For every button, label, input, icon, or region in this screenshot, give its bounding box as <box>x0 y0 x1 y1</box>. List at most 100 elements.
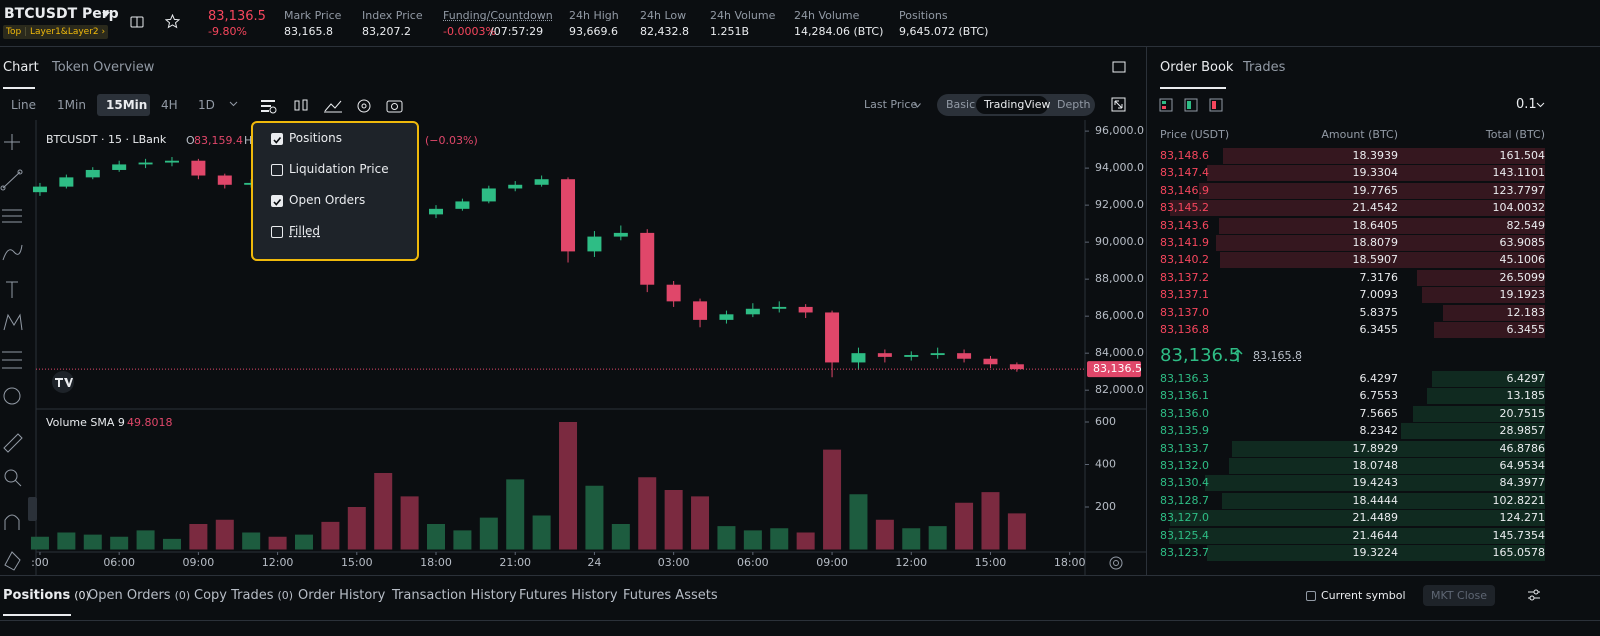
volume-tick-label: 600 <box>1095 415 1116 428</box>
price[interactable]: 83,137.2 <box>1160 270 1209 284</box>
view-basic[interactable]: Basic <box>946 98 976 111</box>
checkbox[interactable] <box>271 164 283 176</box>
trades-tab[interactable]: Trades <box>1243 60 1286 75</box>
collapse-toggle[interactable] <box>28 497 37 521</box>
drawing-tools[interactable] <box>0 130 26 575</box>
star-icon[interactable] <box>165 14 180 29</box>
volume-tick-label: 400 <box>1095 458 1116 471</box>
price[interactable]: 83,136.0 <box>1160 406 1209 420</box>
book-icon[interactable] <box>130 15 144 29</box>
token-overview-tab[interactable]: Token Overview <box>52 60 155 75</box>
price[interactable]: 83,128.7 <box>1160 493 1209 507</box>
price[interactable]: 83,143.6 <box>1160 218 1209 232</box>
checkbox[interactable] <box>271 133 283 145</box>
settings-icon[interactable] <box>1108 555 1124 571</box>
depth-bar <box>1231 440 1545 457</box>
view-tradingview[interactable]: TradingView <box>984 98 1051 111</box>
checkbox[interactable] <box>271 195 283 207</box>
price-type[interactable]: Last Price <box>864 98 918 111</box>
price[interactable]: 83,133.7 <box>1160 441 1209 455</box>
price[interactable]: 83,136.1 <box>1160 389 1209 403</box>
mkt-close-button[interactable]: MKT Close <box>1423 585 1495 606</box>
divider: | <box>24 27 28 37</box>
price[interactable]: 83,125.4 <box>1160 528 1209 542</box>
price[interactable]: 83,137.0 <box>1160 305 1209 319</box>
filter-icon[interactable] <box>1527 588 1541 602</box>
caret-icon[interactable] <box>1536 102 1545 108</box>
caret-icon[interactable] <box>229 101 238 107</box>
fullscreen-icon[interactable] <box>1111 97 1126 112</box>
mark-price[interactable]: 83,165.8 <box>1253 349 1302 362</box>
caret-icon[interactable] <box>102 12 110 18</box>
depth-bar <box>1433 322 1545 338</box>
volume-bar <box>136 530 155 550</box>
menu-item[interactable]: Positions <box>289 131 342 145</box>
divider <box>0 620 1600 621</box>
volume-bar <box>611 524 630 550</box>
price[interactable]: 83,145.2 <box>1160 201 1209 215</box>
interval[interactable]: 1Min <box>57 98 86 112</box>
tv-logo[interactable] <box>48 371 78 393</box>
total: 12.183 <box>1506 305 1546 319</box>
price[interactable]: 83,136.3 <box>1160 372 1209 385</box>
book-layout-icons[interactable] <box>1159 98 1229 112</box>
price[interactable]: 83,147.4 <box>1160 166 1209 180</box>
volume-bar <box>902 528 921 550</box>
candle-body <box>693 301 708 320</box>
bottom-tab[interactable]: Futures History <box>519 588 618 603</box>
interval[interactable]: 15Min <box>106 98 148 112</box>
sector-tag[interactable]: Top | Layer1&Layer2 › <box>3 25 109 39</box>
caret-icon[interactable] <box>914 103 921 108</box>
price[interactable]: 83,140.2 <box>1160 253 1209 267</box>
symbol[interactable]: BTCUSDT Perp <box>4 6 119 22</box>
volume-bar <box>110 536 129 550</box>
bottom-tab[interactable]: Open Orders (0) <box>88 588 190 603</box>
price[interactable]: 83,127.0 <box>1160 511 1209 525</box>
current-symbol[interactable]: Current symbol <box>1321 589 1406 602</box>
total: 46.8786 <box>1499 441 1546 455</box>
amount: 6.4297 <box>1359 372 1399 385</box>
chart-tab[interactable]: Chart <box>3 60 39 75</box>
chart-tools[interactable] <box>259 96 404 116</box>
menu-item[interactable]: Filled <box>289 224 321 238</box>
price[interactable]: 83,132.0 <box>1160 459 1209 472</box>
price[interactable]: 83,130.4 <box>1160 476 1209 490</box>
interval[interactable]: 1D <box>198 98 215 112</box>
interval[interactable]: 4H <box>161 98 178 112</box>
total: 104.0032 <box>1492 201 1546 215</box>
volume-bar <box>189 524 208 550</box>
checkbox[interactable] <box>271 226 283 238</box>
interval[interactable]: Line <box>11 98 37 112</box>
bottom-tab[interactable]: Copy Trades (0) <box>194 588 293 603</box>
amount: 6.3455 <box>1359 323 1399 336</box>
order-book-tab[interactable]: Order Book <box>1160 60 1234 75</box>
bottom-tab[interactable]: Futures Assets <box>623 588 718 603</box>
checkbox[interactable] <box>1306 591 1316 601</box>
chevron: › <box>101 27 106 37</box>
window-icon[interactable] <box>1112 61 1126 73</box>
price[interactable]: 83,137.1 <box>1160 288 1209 302</box>
amount: 18.8079 <box>1352 236 1399 249</box>
y-tick-label: 96,000.0 <box>1095 124 1144 137</box>
precision[interactable]: 0.1 <box>1516 97 1537 112</box>
amount: 21.4542 <box>1352 201 1399 215</box>
total: 145.7354 <box>1492 528 1546 542</box>
bottom-tab[interactable]: Positions (0) <box>3 588 90 603</box>
menu-item[interactable]: Liquidation Price <box>289 162 389 176</box>
candle-body <box>85 169 100 178</box>
price[interactable]: 83,146.9 <box>1160 183 1209 197</box>
bottom-tab[interactable]: Transaction History <box>392 588 517 603</box>
total: 165.0578 <box>1492 546 1546 559</box>
volume-bar <box>559 422 578 550</box>
depth-bar <box>1222 492 1545 509</box>
view-depth[interactable]: Depth <box>1057 98 1091 111</box>
price[interactable]: 83,141.9 <box>1160 236 1209 249</box>
price[interactable]: 83,148.6 <box>1160 149 1209 162</box>
y-tick-label: 94,000.0 <box>1095 161 1144 174</box>
candle-body <box>851 353 866 363</box>
menu-item[interactable]: Open Orders <box>289 193 366 207</box>
bottom-tab[interactable]: Order History <box>298 588 385 603</box>
price[interactable]: 83,123.7 <box>1160 546 1209 559</box>
price[interactable]: 83,135.9 <box>1160 424 1209 438</box>
price[interactable]: 83,136.8 <box>1160 323 1209 336</box>
